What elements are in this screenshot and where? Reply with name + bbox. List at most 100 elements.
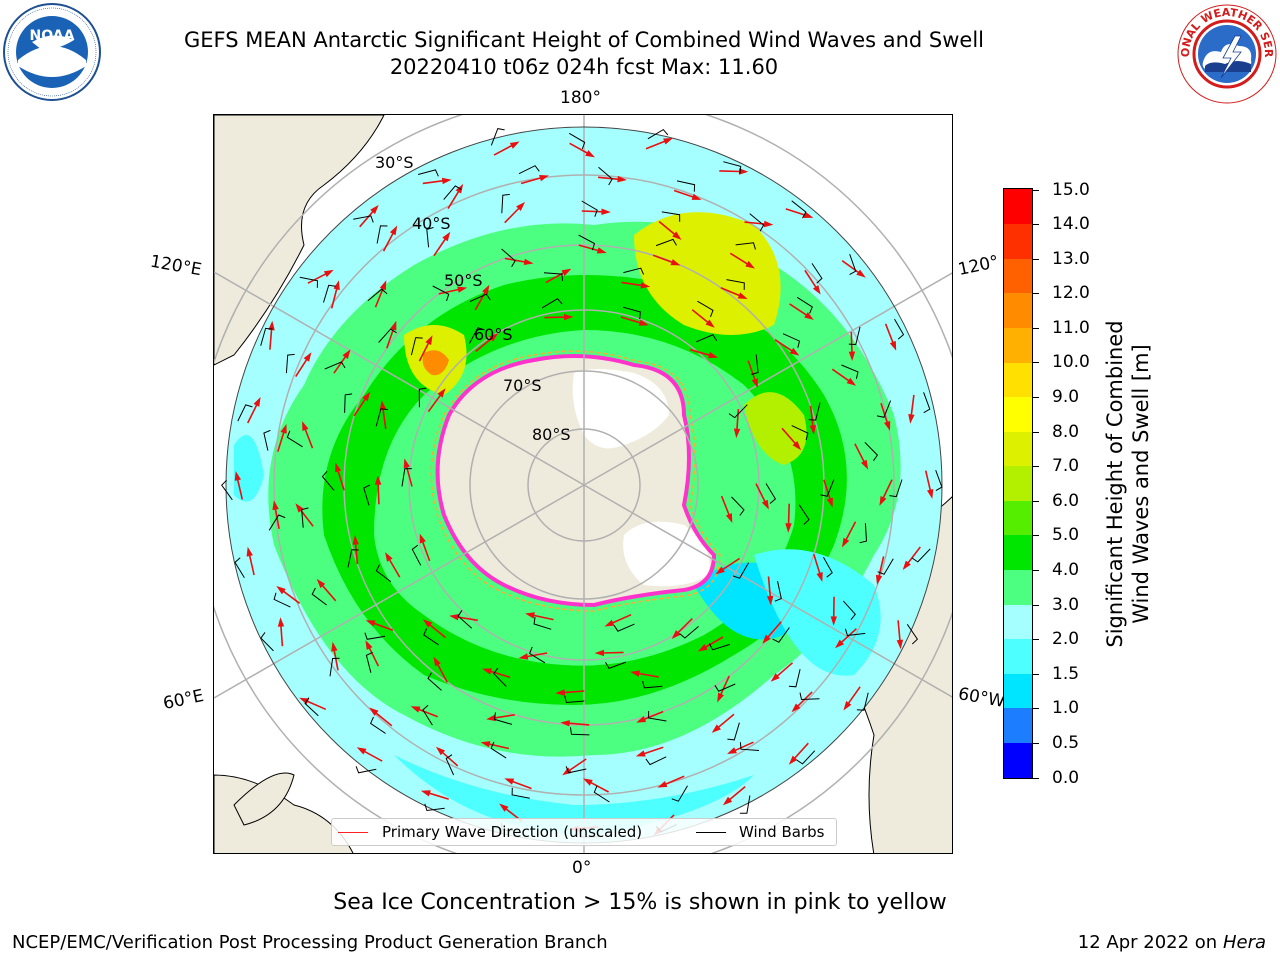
chart-subtitle: 20220410 t06z 024h fcst Max: 11.60	[389, 55, 779, 79]
wind-barb	[799, 692, 820, 701]
wave-arrow-head	[636, 716, 647, 723]
wind-barb	[501, 193, 510, 214]
wave-arrow-head	[691, 193, 702, 200]
colorbar-tick-label: 7.0	[1052, 456, 1080, 476]
wind-barb	[570, 727, 590, 736]
wave-arrow-shaft	[248, 553, 255, 576]
lat-label-30s: 30°S	[375, 153, 414, 172]
wave-arrow-head	[482, 284, 490, 295]
wave-arrow-head	[640, 282, 651, 289]
wave-arrow-head	[638, 319, 649, 326]
footer-date: 12 Apr 2022 on Hera	[1078, 932, 1266, 953]
wave-arrow-head	[908, 414, 915, 424]
wave-arrow-head	[585, 150, 595, 158]
wave-arrow-shaft	[792, 742, 809, 761]
wave-arrow-head	[299, 697, 310, 705]
wave-arrow-head	[420, 790, 431, 797]
wind-barb	[511, 787, 530, 799]
wind-barb	[728, 404, 748, 419]
colorbar-band	[1004, 604, 1032, 640]
wind-barb	[726, 279, 745, 290]
wind-barb	[791, 425, 809, 441]
wind-barb	[849, 254, 857, 276]
wave-arrow-head	[442, 231, 451, 242]
nws-logo-icon: NATIONAL WEATHER SERVICE	[1175, 2, 1277, 104]
wind-barb	[798, 504, 810, 525]
colorbar-tick-label: 4.0	[1052, 560, 1080, 580]
wave-arrow-head	[785, 523, 792, 533]
wave-arrow-shaft	[374, 711, 393, 727]
colorbar-tick	[1033, 674, 1039, 675]
wind-barb	[735, 242, 756, 250]
lat-label-40s: 40°S	[412, 214, 451, 233]
wind-barb	[369, 716, 386, 734]
wave-arrow-shaft	[673, 189, 696, 199]
wave-arrow-head	[761, 499, 769, 510]
colorbar-tick-label: 13.0	[1052, 249, 1090, 269]
wave-arrow-shaft	[493, 143, 514, 156]
colorbar-tick-label: 9.0	[1052, 387, 1080, 407]
colorbar-band	[1004, 223, 1032, 259]
wind-barb	[365, 651, 373, 673]
wind-barb	[598, 166, 613, 186]
wave-arrow-shaft	[520, 176, 543, 185]
wave-arrow-head	[635, 750, 646, 757]
wave-arrow-shaft	[663, 775, 685, 786]
wave-arrow-shaft	[475, 336, 494, 353]
wave-arrow-shaft	[504, 257, 527, 264]
wave-arrow-shaft	[354, 542, 359, 565]
wave-arrow-shaft	[747, 360, 757, 382]
colorbar-tick	[1033, 605, 1039, 606]
wind-barb	[494, 712, 513, 725]
wave-arrow-shaft	[720, 495, 731, 517]
wave-arrow-head	[234, 471, 241, 481]
wind-barb	[311, 587, 327, 606]
wind-barb	[418, 387, 427, 408]
colorbar-tick	[1033, 778, 1039, 779]
colorbar-tick	[1033, 397, 1039, 398]
wave-arrow-shaft	[569, 142, 590, 155]
colorbar-band	[1004, 258, 1032, 294]
wave-arrow-head	[482, 668, 492, 675]
wind-barb	[347, 549, 359, 568]
wind-barb	[648, 711, 667, 722]
wind-barb	[723, 161, 742, 174]
wave-arrow-shaft	[716, 713, 735, 730]
wind-barbs	[221, 128, 943, 838]
wave-arrow-shaft	[813, 553, 822, 576]
wind-barb	[751, 354, 759, 375]
wind-barb	[796, 296, 813, 314]
wave-arrow-head	[365, 640, 373, 650]
wind-barb	[714, 683, 736, 692]
wave-arrow-head	[792, 441, 802, 451]
wave-arrow-head	[369, 707, 379, 716]
wave-arrow-shaft	[422, 179, 445, 185]
wave-arrow-head	[516, 202, 525, 211]
wave-arrow-head	[499, 803, 509, 812]
wave-arrow-shaft	[850, 331, 853, 355]
colorbar-band	[1004, 292, 1032, 328]
wave-arrow-head	[410, 706, 421, 713]
colorbar-band	[1004, 569, 1032, 605]
colorbar-tick	[1033, 535, 1039, 536]
wave-arrow-head	[316, 578, 326, 589]
wave-arrow-head	[433, 656, 441, 667]
wave-arrow-shaft	[333, 354, 348, 374]
wave-arrow-head	[672, 231, 682, 240]
wind-barb	[581, 200, 598, 217]
colorbar-band	[1004, 361, 1032, 398]
wave-arrow-shaft	[353, 396, 367, 417]
colorbar-tick-label: 2.0	[1052, 629, 1080, 649]
wave-arrow-shaft	[854, 443, 866, 464]
wave-arrow-head	[816, 572, 823, 582]
wave-arrow-head	[385, 552, 393, 562]
wave-arrow-head	[268, 320, 275, 331]
wind-barb	[564, 695, 585, 704]
wave-arrow-head	[389, 225, 398, 236]
wind-barb	[344, 393, 353, 413]
wave-arrow-head	[276, 586, 286, 595]
wave-arrow-shaft	[492, 714, 515, 719]
wave-arrow-head	[762, 634, 771, 644]
wind-barb	[894, 318, 905, 340]
wave-arrow-shaft	[387, 557, 401, 578]
